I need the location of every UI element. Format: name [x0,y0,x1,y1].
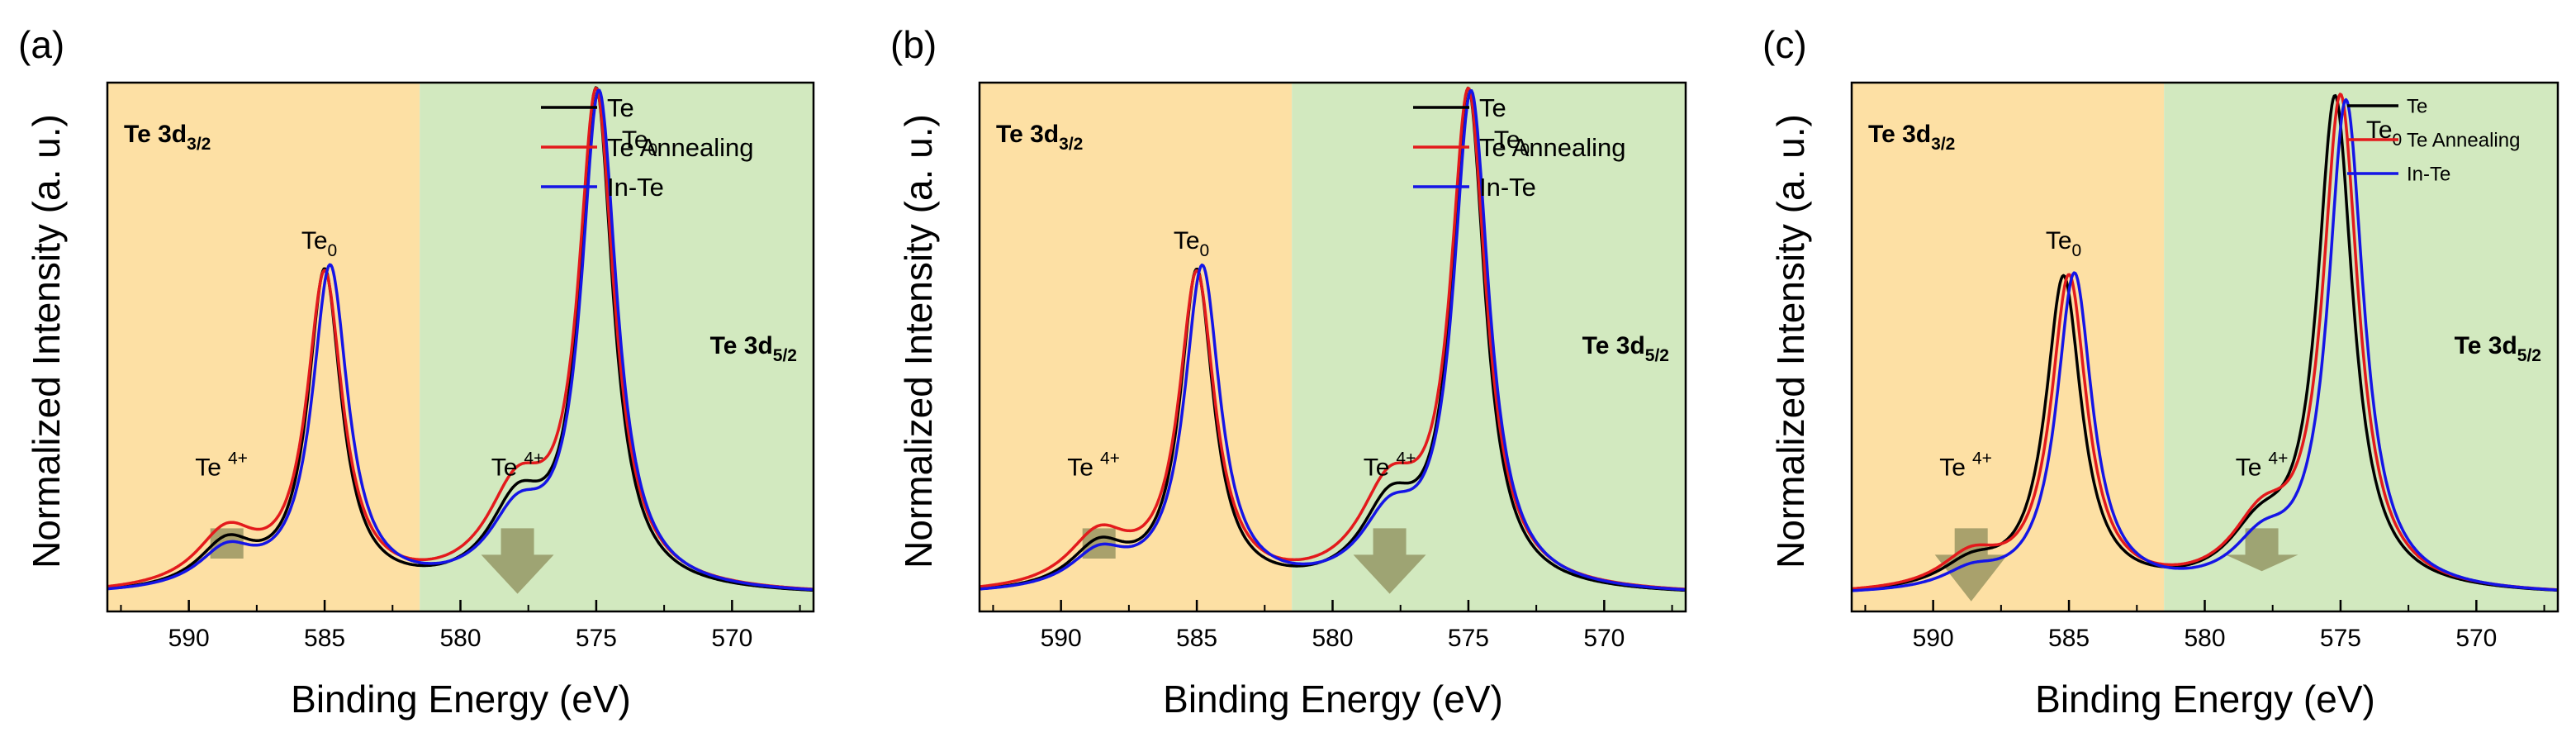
te4-marker [1934,528,2008,602]
x-tick-label: 580 [439,625,481,652]
series-in-te [107,88,814,592]
legend-label: Te [607,93,634,122]
x-axis-title: Binding Energy (eV) [291,678,631,721]
x-tick-label: 590 [168,625,210,652]
x-tick-label: 585 [304,625,345,652]
legend-label: Te Annealing [607,133,754,162]
x-tick-label: 585 [2048,625,2090,652]
x-tick-label: 575 [576,625,617,652]
legend-label: Te Annealing [1479,133,1626,162]
series-in-te [1851,98,2559,592]
region-te-3d32 [980,83,1293,611]
te4-marker [1353,528,1426,594]
y-axis-title: Normalized Intensity (a. u.) [897,114,940,568]
x-tick-label: 575 [2320,625,2361,652]
region-te-3d52 [2164,83,2558,611]
x-tick-label: 570 [711,625,752,652]
legend-label: Te [1479,93,1506,122]
panel-label: (a) [18,23,64,66]
legend-label: In-Te [607,173,664,202]
series-te [1851,93,2559,592]
y-axis-title: Normalized Intensity (a. u.) [25,114,68,568]
x-tick-label: 570 [2455,625,2497,652]
legend-label: In-Te [2407,164,2450,186]
te4-marker [481,528,554,594]
legend-label: In-Te [1479,173,1536,202]
te4-marker [2225,528,2298,572]
panel-label: (b) [890,23,937,66]
x-tick-label: 580 [2184,625,2225,652]
legend-label: Te [2407,96,2427,118]
x-tick-label: 580 [1312,625,1353,652]
legend-label: Te Annealing [2407,130,2520,152]
x-axis-title: Binding Energy (eV) [2035,678,2375,721]
panel-label: (c) [1762,23,1807,66]
x-tick-label: 575 [1448,625,1489,652]
x-tick-label: 590 [1041,625,1082,652]
region-te-3d32 [107,83,420,611]
x-tick-label: 570 [1583,625,1625,652]
x-tick-label: 585 [1176,625,1217,652]
x-tick-label: 590 [1913,625,1954,652]
series-in-te [979,88,1686,592]
y-axis-title: Normalized Intensity (a. u.) [1769,114,1812,568]
x-axis-title: Binding Energy (eV) [1163,678,1503,721]
